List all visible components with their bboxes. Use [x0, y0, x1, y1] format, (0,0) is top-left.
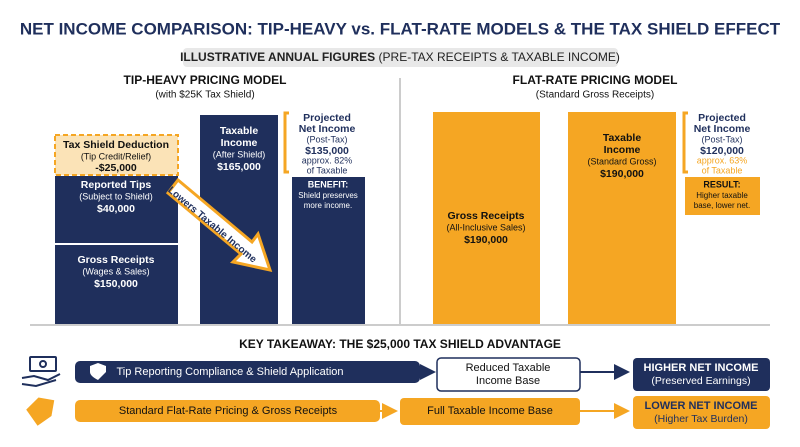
result-text: Higher taxable: [696, 191, 748, 200]
taxable-label: Income: [604, 144, 641, 156]
gross-sub: (All-Inclusive Sales): [446, 222, 525, 232]
subtitle: ILLUSTRATIVE ANNUAL FIGURES (PRE-TAX REC…: [180, 50, 620, 64]
result-label: RESULT:: [703, 179, 740, 189]
net-pct: of Taxable: [307, 165, 348, 175]
right-title: FLAT-RATE PRICING MODEL: [513, 73, 678, 87]
net-label: Projected: [698, 112, 746, 124]
row-start-bar: [75, 361, 420, 383]
row-start: Tip Reporting Compliance & Shield Applic…: [116, 366, 343, 378]
row-start-bar: [75, 400, 380, 422]
row-middle: Reduced Taxable: [466, 362, 551, 374]
gross-label: Gross Receipts: [447, 210, 524, 222]
subtitle-box: [183, 48, 618, 67]
gross-block: [55, 245, 178, 325]
row-middle-box: [400, 398, 580, 425]
taxable-value: $165,000: [217, 161, 261, 173]
gross-label: Gross Receipts: [77, 254, 154, 266]
taxable-label: Taxable: [603, 132, 641, 144]
subtitle-bold: ILLUSTRATIVE ANNUAL FIGURES: [180, 50, 375, 64]
tips-block: [55, 176, 178, 243]
benefit-block: [292, 177, 365, 325]
taxable-sub: (Standard Gross): [587, 156, 656, 166]
tips-label: Reported Tips: [81, 179, 152, 191]
taxable-value: $190,000: [600, 168, 644, 180]
gross-value: $190,000: [464, 234, 508, 246]
row-end-sub: (Higher Tax Burden): [654, 413, 748, 425]
bracket: [682, 111, 688, 174]
net-sub: (Post-Tax): [306, 134, 347, 144]
result-text: base, lower net.: [694, 201, 750, 210]
money-icon: [21, 356, 61, 388]
taxable-block: [568, 112, 676, 325]
row-end: LOWER NET INCOME: [644, 400, 757, 412]
shield-value: -$25,000: [95, 162, 137, 174]
row-end-sub: (Preserved Earnings): [651, 375, 750, 387]
benefit-text: more income.: [304, 201, 352, 210]
tips-value: $40,000: [97, 203, 135, 215]
row-middle: Income Base: [476, 375, 540, 387]
row-end-box: [633, 396, 770, 429]
row-middle-box: [436, 357, 581, 392]
shield-box: [54, 134, 179, 176]
net-pct: of Taxable: [702, 165, 743, 175]
right-subtitle: (Standard Gross Receipts): [536, 90, 654, 101]
taxable-sub: (After Shield): [213, 149, 266, 159]
row-middle: Full Taxable Income Base: [427, 405, 553, 417]
taxable-label: Income: [221, 137, 258, 149]
net-pct: approx. 63%: [697, 155, 748, 165]
shield-label: Tax Shield Deduction: [63, 139, 169, 151]
left-subtitle: (with $25K Tax Shield): [155, 90, 254, 101]
row-end: HIGHER NET INCOME: [644, 362, 759, 374]
bracket: [283, 111, 289, 174]
net-value: $120,000: [700, 145, 744, 157]
benefit-label: BENEFIT:: [308, 179, 349, 189]
left-title: TIP-HEAVY PRICING MODEL: [124, 73, 287, 87]
tips-sub: (Subject to Shield): [79, 191, 153, 201]
net-value: $135,000: [305, 145, 349, 157]
shield-icon: [90, 363, 106, 380]
title: NET INCOME COMPARISON: TIP-HEAVY vs. FLA…: [20, 19, 781, 38]
gross-sub: (Wages & Sales): [82, 266, 149, 276]
net-sub: (Post-Tax): [701, 134, 742, 144]
net-label: Net Income: [299, 123, 356, 135]
tag-icon: [26, 397, 55, 426]
row-end-box: [633, 358, 770, 391]
net-pct: approx. 82%: [302, 155, 353, 165]
gross-block: [433, 112, 540, 325]
takeaway-title: KEY TAKEAWAY: THE $25,000 TAX SHIELD ADV…: [239, 337, 561, 351]
row-start: Standard Flat-Rate Pricing & Gross Recei…: [119, 405, 338, 417]
shield-sub: (Tip Credit/Relief): [81, 151, 151, 161]
gross-value: $150,000: [94, 278, 138, 290]
subtitle-rest: (PRE-TAX RECEIPTS & TAXABLE INCOME): [379, 50, 620, 64]
net-label: Net Income: [694, 123, 751, 135]
benefit-text: Shield preserves: [298, 191, 358, 200]
result-block: [685, 177, 760, 215]
taxable-label: Taxable: [220, 125, 258, 137]
lowers-arrow: [165, 177, 273, 273]
net-label: Projected: [303, 112, 351, 124]
